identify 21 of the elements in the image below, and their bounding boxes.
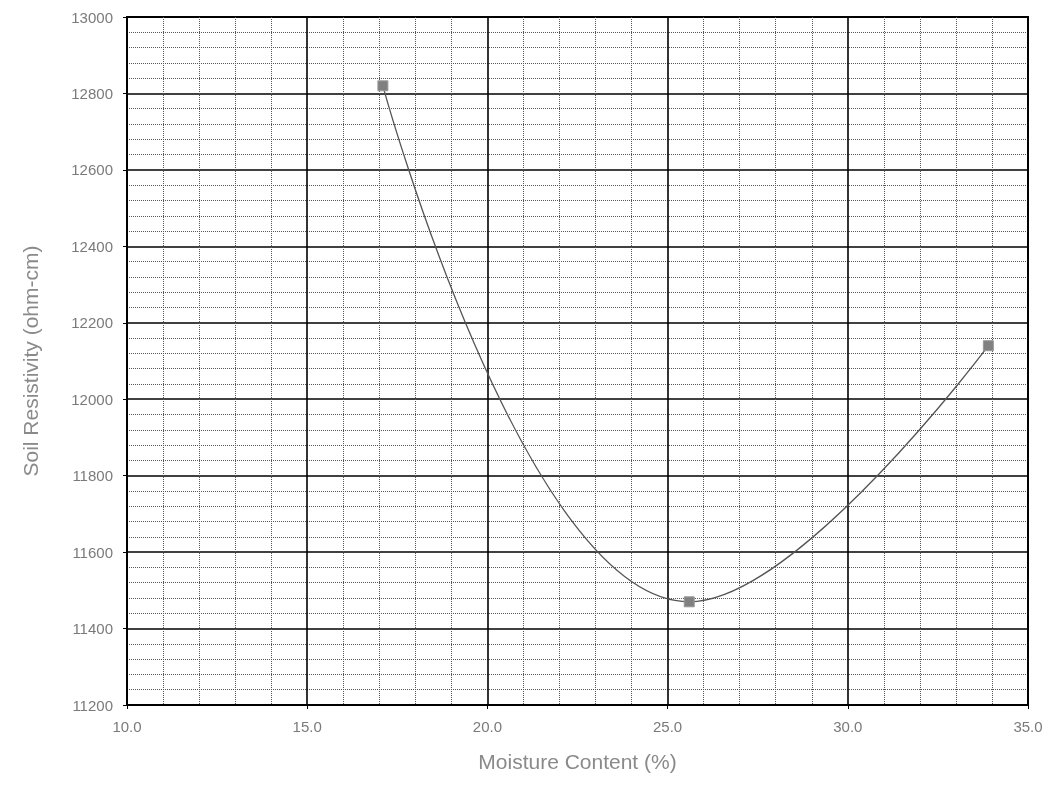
- y-tick-label: 11200: [72, 696, 113, 714]
- x-tick-label: 30.0: [833, 718, 863, 735]
- point: [377, 80, 389, 92]
- x-tick-label: 35.0: [1013, 718, 1043, 735]
- x-tick-label: 20.0: [472, 718, 502, 735]
- y-axis-title: Soil Resistivity (ohm-cm): [19, 245, 42, 477]
- y-tick-label: 12000: [71, 390, 113, 408]
- x-tick-label: 10.0: [112, 718, 142, 735]
- y-tick-label: 12600: [71, 161, 113, 179]
- x-axis-title: Moisture Content (%): [478, 750, 677, 773]
- point: [683, 596, 695, 608]
- y-tick-label: 11800: [72, 467, 113, 485]
- y-tick-label: 13000: [71, 8, 113, 26]
- y-tick-label: 11400: [72, 620, 113, 638]
- y-tick-label: 12200: [71, 314, 113, 332]
- x-tick-label: 25.0: [653, 718, 683, 735]
- x-tick-label: 15.0: [292, 718, 322, 735]
- y-tick-label: 12400: [71, 237, 113, 255]
- y-tick-label: 12800: [71, 84, 113, 102]
- y-tick-label: 11600: [72, 543, 113, 561]
- point: [982, 340, 994, 352]
